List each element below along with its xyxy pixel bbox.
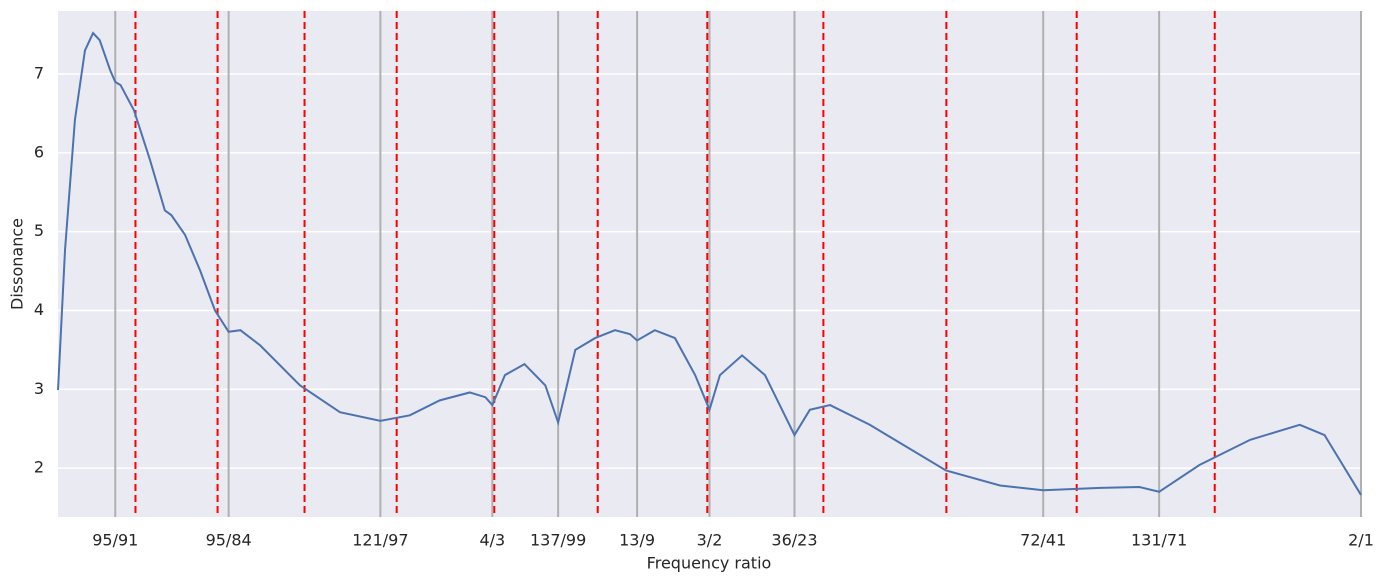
x-tick-label: 2/1 <box>1348 531 1374 550</box>
y-tick-label: 4 <box>34 300 44 319</box>
y-tick-label: 7 <box>34 64 44 83</box>
x-tick-label: 4/3 <box>479 531 505 550</box>
x-tick-label: 131/71 <box>1131 531 1187 550</box>
y-tick-label: 6 <box>34 142 44 161</box>
x-tick-label: 3/2 <box>697 531 723 550</box>
y-axis-label: Dissonance <box>8 218 27 310</box>
x-tick-label: 36/23 <box>771 531 817 550</box>
y-tick-label: 3 <box>34 379 44 398</box>
x-tick-label: 95/91 <box>92 531 138 550</box>
y-tick-label: 5 <box>34 221 44 240</box>
y-tick-label: 2 <box>34 458 44 477</box>
x-tick-label: 95/84 <box>206 531 252 550</box>
x-tick-label: 72/41 <box>1020 531 1066 550</box>
x-tick-label: 13/9 <box>619 531 655 550</box>
data-line <box>57 31 1362 496</box>
x-tick-label: 121/97 <box>352 531 408 550</box>
x-tick-label: 137/99 <box>530 531 586 550</box>
x-axis-label: Frequency ratio <box>647 554 772 573</box>
